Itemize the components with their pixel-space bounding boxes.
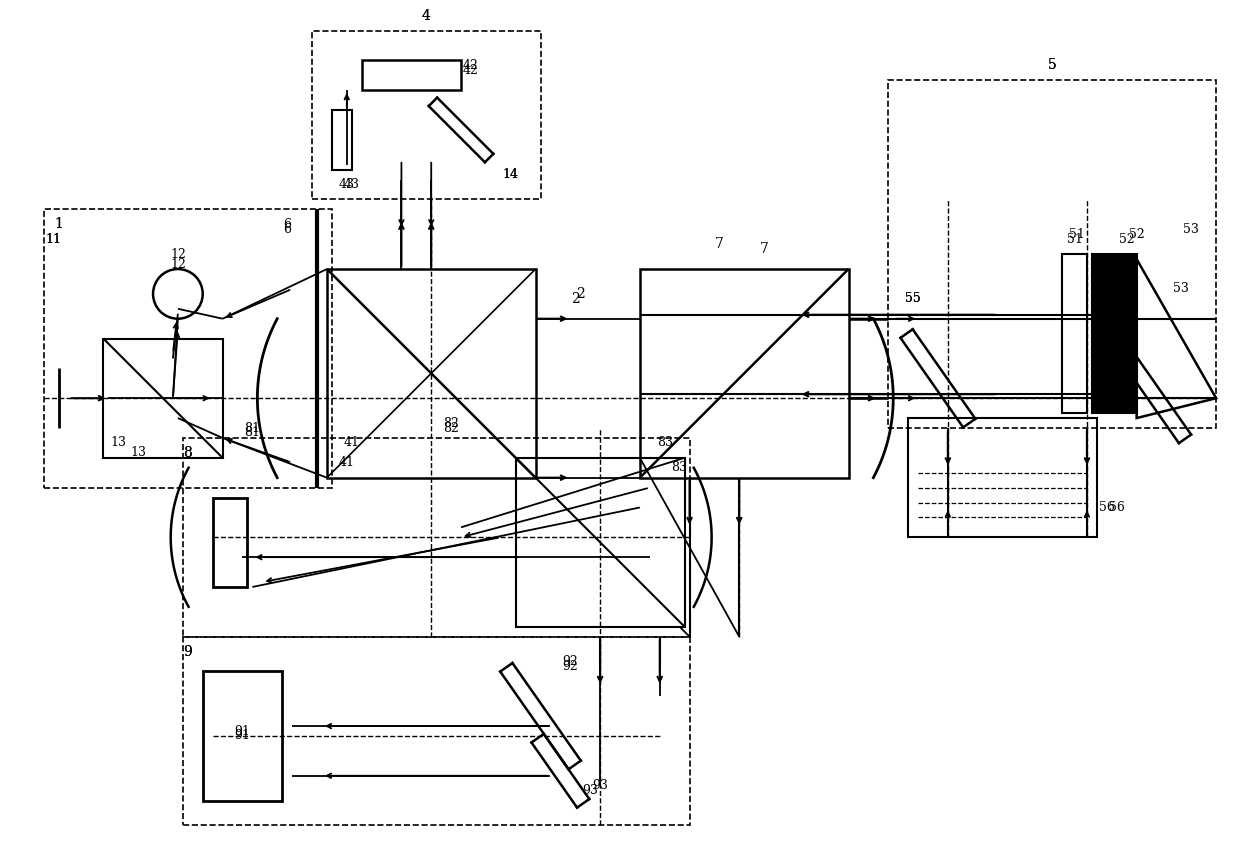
Text: 4: 4: [422, 9, 430, 22]
Text: 55: 55: [905, 293, 921, 305]
Text: 51: 51: [1069, 227, 1085, 241]
Text: 11: 11: [46, 233, 62, 245]
Text: 5: 5: [1048, 58, 1056, 72]
Bar: [212, 498, 248, 587]
Bar: [182, 438, 689, 637]
Text: 55: 55: [905, 293, 921, 305]
Text: 82: 82: [443, 421, 459, 434]
Text: 12: 12: [170, 248, 186, 261]
Text: 9: 9: [184, 644, 192, 659]
Text: 7: 7: [715, 237, 724, 251]
Bar: [516, 458, 684, 626]
Bar: [312, 31, 541, 200]
Text: 42: 42: [463, 59, 479, 72]
Text: 43: 43: [343, 178, 360, 191]
Text: 42: 42: [463, 63, 479, 77]
Text: 91: 91: [234, 724, 250, 738]
Text: 6: 6: [283, 218, 291, 231]
Text: 4: 4: [422, 9, 430, 22]
Text: 56: 56: [1109, 501, 1125, 514]
Text: 13: 13: [110, 437, 126, 450]
Bar: [202, 672, 283, 801]
Text: 52: 52: [1118, 233, 1135, 245]
Bar: [1063, 254, 1087, 413]
Text: 12: 12: [170, 257, 186, 270]
Bar: [332, 110, 352, 170]
Text: 53: 53: [1173, 282, 1189, 295]
Text: 53: 53: [1183, 223, 1199, 236]
Text: 6: 6: [283, 223, 291, 236]
Bar: [103, 339, 223, 458]
Text: 56: 56: [1099, 501, 1115, 514]
Text: 51: 51: [1068, 233, 1083, 245]
Text: 8: 8: [184, 446, 192, 460]
Text: 91: 91: [234, 729, 250, 742]
Text: 11: 11: [46, 233, 62, 245]
Text: 41: 41: [343, 437, 360, 450]
Text: 52: 52: [1128, 227, 1145, 241]
Text: 81: 81: [244, 421, 260, 434]
Text: 43: 43: [339, 178, 355, 191]
Text: 2: 2: [570, 292, 579, 305]
Text: 92: 92: [563, 655, 578, 668]
Text: 1: 1: [55, 217, 63, 232]
Text: 14: 14: [502, 168, 518, 181]
Bar: [182, 637, 689, 825]
Text: 82: 82: [443, 416, 459, 430]
Text: 9: 9: [184, 644, 192, 659]
Bar: [640, 269, 848, 478]
Text: 7: 7: [760, 242, 769, 257]
Text: 13: 13: [130, 446, 146, 459]
Bar: [1092, 254, 1137, 413]
Text: 41: 41: [339, 456, 355, 469]
Text: 83: 83: [672, 462, 688, 474]
Bar: [362, 60, 461, 90]
Text: 5: 5: [1048, 58, 1056, 72]
Text: 14: 14: [502, 168, 518, 181]
Text: 2: 2: [575, 287, 584, 301]
Text: 81: 81: [244, 426, 260, 439]
Text: 83: 83: [657, 437, 673, 450]
Text: 93: 93: [593, 779, 608, 792]
Text: 1: 1: [55, 217, 63, 232]
Bar: [327, 269, 536, 478]
Text: 8: 8: [184, 446, 192, 460]
Bar: [43, 209, 332, 487]
Text: 92: 92: [563, 660, 578, 673]
Text: 93: 93: [583, 784, 598, 797]
Bar: [888, 81, 1216, 428]
Bar: [908, 418, 1097, 537]
